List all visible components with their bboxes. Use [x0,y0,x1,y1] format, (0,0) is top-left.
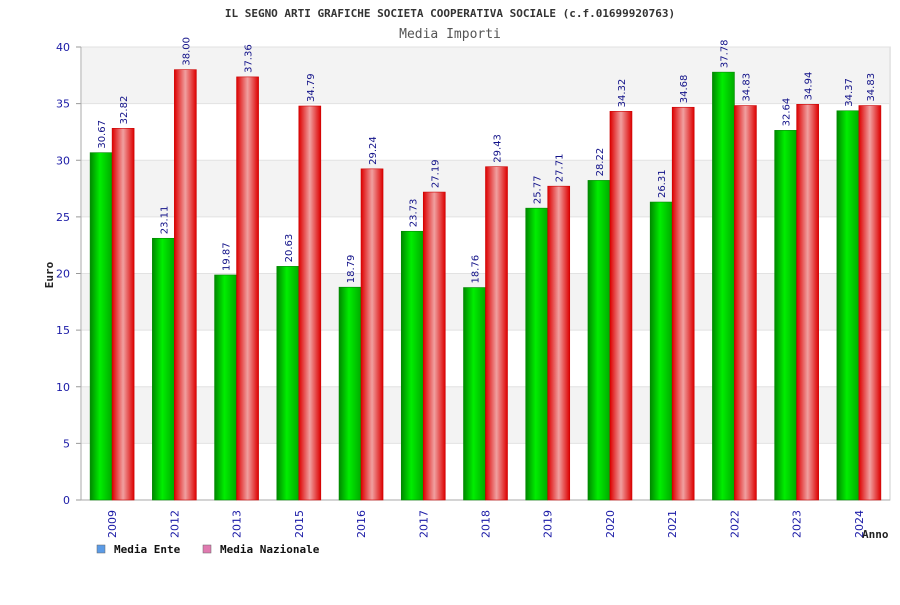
series-ente-value-label: 32.64 [782,98,793,127]
legend: Media Ente Media Nazionale [96,543,320,556]
y-tick-label: 25 [56,211,70,224]
series-ente-bar [774,130,797,501]
series-ente-bar [89,152,113,501]
x-tick-label: 2024 [853,510,866,538]
series-nazionale-bar [796,104,819,501]
y-tick-label: 30 [56,154,70,167]
y-tick-label: 35 [56,98,70,111]
series-nazionale-bar [547,185,571,501]
series-ente-value-label: 25.77 [533,176,544,205]
series-nazionale-value-label: 34.83 [866,73,877,102]
chart-subtitle: Media Importi [399,27,501,42]
x-tick-label: 2018 [480,510,493,538]
series-nazionale-value-label: 29.43 [493,134,504,163]
series-nazionale-bar [236,76,259,501]
series-ente-bar [338,286,362,501]
y-tick-label: 10 [56,381,70,394]
x-tick-label: 2012 [168,510,181,538]
y-tick-label: 40 [56,41,70,54]
x-tick-label: 2021 [666,510,679,538]
series-nazionale-bar [298,105,322,501]
series-nazionale-value-label: 34.32 [617,79,628,108]
series-nazionale-bar [609,111,633,501]
x-tick-label: 2022 [728,510,741,538]
series-nazionale-bar [858,105,882,501]
series-ente-value-label: 34.37 [844,78,855,107]
x-tick-label: 2020 [604,510,617,538]
series-ente-value-label: 23.11 [159,206,170,235]
series-ente-bar [649,201,673,501]
series-ente-bar [712,71,735,501]
x-tick-label: 2015 [293,510,306,538]
y-tick-label: 15 [56,324,70,337]
chart-title: IL SEGNO ARTI GRAFICHE SOCIETA COOPERATI… [225,7,675,20]
series-nazionale-value-label: 32.82 [119,96,130,125]
series-nazionale-bar [174,69,197,501]
legend-swatch [96,544,106,554]
series-ente-bar [214,274,237,501]
y-tick-label: 20 [56,268,70,281]
series-nazionale-value-label: 27.71 [555,154,566,183]
y-tick-label: 5 [63,437,70,450]
series-ente-bar [836,110,860,501]
x-tick-label: 2013 [231,510,244,538]
series-ente-value-label: 30.67 [97,120,108,149]
series-nazionale-value-label: 38.00 [181,37,192,66]
series-ente-bar [400,230,424,501]
legend-swatch [202,544,212,554]
x-tick-label: 2016 [355,510,368,538]
series-ente-value-label: 19.87 [222,242,233,271]
x-tick-label: 2017 [417,510,430,538]
series-nazionale-bar [671,106,695,501]
series-nazionale-bar [111,128,135,501]
x-tick-label: 2023 [791,510,804,538]
y-tick-label: 0 [63,494,70,507]
series-ente-value-label: 26.31 [657,169,668,198]
series-ente-bar [152,237,175,501]
series-nazionale-value-label: 27.19 [430,159,441,188]
plot-area: 0 5 10 15 20 25 30 35 40 30.67 32.82 2009 23.11 38.00… [56,37,891,538]
series-ente-bar [587,180,611,501]
x-axis-label: Anno [862,528,889,541]
series-nazionale-bar [485,166,508,501]
series-ente-value-label: 18.79 [346,255,357,284]
series-ente-value-label: 20.63 [284,234,295,263]
series-ente-bar [525,207,549,501]
series-nazionale-value-label: 34.79 [306,73,317,102]
y-axis-label: Euro [43,261,56,288]
legend-label: Media Ente [114,543,181,556]
series-nazionale-bar [360,168,384,501]
x-tick-label: 2009 [106,510,119,538]
series-nazionale-value-label: 37.36 [244,44,255,73]
series-ente-value-label: 18.76 [471,255,482,284]
series-nazionale-value-label: 34.94 [804,72,815,101]
series-ente-value-label: 23.73 [408,199,419,228]
series-ente-bar [276,266,300,501]
series-nazionale-value-label: 34.68 [679,75,690,104]
series-ente-bar [463,287,486,501]
x-tick-label: 2019 [542,510,555,538]
series-nazionale-value-label: 34.83 [741,73,752,102]
series-ente-value-label: 28.22 [595,148,606,177]
series-nazionale-value-label: 29.24 [368,136,379,165]
series-nazionale-bar [422,191,446,501]
series-ente-value-label: 37.78 [719,40,730,69]
series-nazionale-bar [734,105,757,501]
grid-band [82,47,889,104]
legend-label: Media Nazionale [220,543,320,556]
